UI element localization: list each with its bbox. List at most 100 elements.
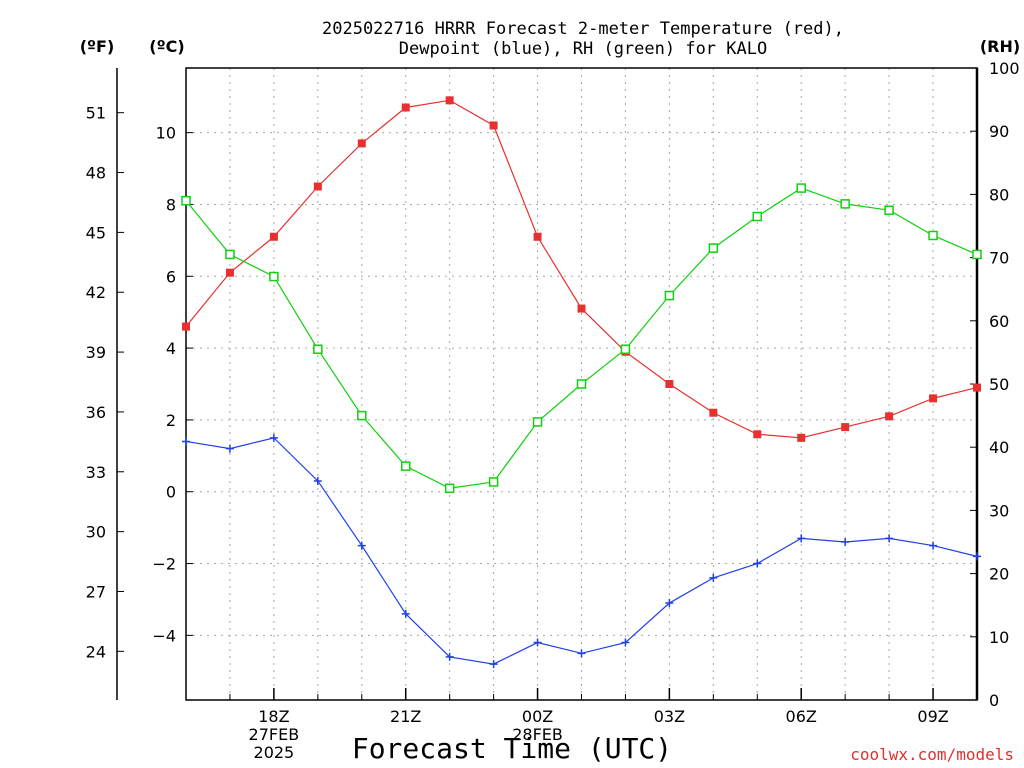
rh-tick-label: 0 bbox=[989, 691, 999, 710]
series-line bbox=[185, 437, 978, 665]
x-tick-label: 2025 bbox=[254, 743, 295, 762]
data-point bbox=[928, 230, 938, 241]
data-point bbox=[797, 433, 806, 442]
data-point bbox=[225, 249, 235, 260]
data-point bbox=[621, 638, 630, 647]
data-point bbox=[797, 534, 806, 543]
data-point bbox=[885, 412, 894, 421]
rh-tick-label: 40 bbox=[989, 438, 1009, 457]
celsius-tick-label: 8 bbox=[166, 195, 176, 214]
x-tick-label: 09Z bbox=[917, 707, 948, 726]
x-tick-label: 27FEB bbox=[249, 725, 300, 744]
x-tick-label: 18Z bbox=[258, 707, 289, 726]
data-point bbox=[313, 182, 322, 191]
celsius-tick-label: −4 bbox=[152, 626, 176, 645]
data-point bbox=[577, 649, 586, 658]
data-point bbox=[182, 322, 190, 331]
fahrenheit-tick-label: 42 bbox=[86, 283, 106, 302]
rh-tick-label: 50 bbox=[989, 375, 1009, 394]
fahrenheit-tick-label: 33 bbox=[86, 463, 106, 482]
rh-tick-label: 20 bbox=[989, 565, 1009, 584]
x-tick-label: 28FEB bbox=[512, 725, 563, 744]
data-point bbox=[709, 573, 718, 582]
data-point bbox=[532, 417, 543, 427]
data-point bbox=[576, 379, 587, 389]
data-point bbox=[357, 541, 366, 550]
data-point bbox=[929, 394, 938, 403]
data-point bbox=[400, 461, 411, 471]
data-point bbox=[796, 183, 806, 193]
data-point bbox=[708, 243, 719, 253]
fahrenheit-tick-label: 45 bbox=[86, 223, 106, 242]
fahrenheit-tick-label: 30 bbox=[86, 523, 106, 542]
x-tick-label: 06Z bbox=[786, 707, 817, 726]
rh-tick-label: 80 bbox=[989, 185, 1009, 204]
rh-tick-label: 70 bbox=[989, 249, 1009, 268]
data-point bbox=[753, 430, 762, 439]
data-point bbox=[533, 638, 542, 647]
data-point bbox=[841, 538, 850, 546]
celsius-tick-label: 2 bbox=[166, 411, 176, 430]
data-point bbox=[269, 271, 279, 282]
fahrenheit-tick-label: 27 bbox=[86, 582, 106, 601]
data-point bbox=[577, 304, 586, 313]
data-point bbox=[489, 121, 498, 130]
chart-axes: −4−2024681024273033363942454851010203040… bbox=[86, 59, 1020, 762]
data-point bbox=[973, 383, 981, 392]
celsius-unit-label: (ºC) bbox=[149, 37, 184, 56]
celsius-tick-label: 6 bbox=[166, 267, 176, 286]
data-point bbox=[929, 541, 938, 550]
chart-title-line1: 2025022716 HRRR Forecast 2-meter Tempera… bbox=[322, 19, 844, 39]
data-point bbox=[973, 552, 981, 561]
data-point bbox=[533, 232, 542, 241]
data-point bbox=[840, 199, 850, 209]
rh-tick-label: 60 bbox=[989, 312, 1009, 331]
rh-tick-label: 10 bbox=[989, 628, 1009, 647]
data-point bbox=[664, 290, 675, 301]
rh-tick-label: 30 bbox=[989, 501, 1009, 520]
credit-link[interactable]: coolwx.com/models bbox=[850, 745, 1014, 764]
data-point bbox=[752, 211, 763, 222]
x-axis-title: Forecast Time (UTC) bbox=[352, 732, 672, 765]
data-point bbox=[444, 483, 455, 494]
rh-unit-label: (RH) bbox=[980, 37, 1020, 56]
fahrenheit-tick-label: 39 bbox=[86, 343, 106, 362]
chart-title-line2: Dewpoint (blue), RH (green) for KALO bbox=[399, 39, 767, 59]
data-point bbox=[401, 609, 410, 618]
fahrenheit-tick-label: 48 bbox=[86, 164, 106, 183]
data-point bbox=[357, 139, 366, 148]
data-point bbox=[313, 476, 322, 485]
celsius-tick-label: 0 bbox=[166, 483, 176, 502]
rh-tick-label: 100 bbox=[989, 59, 1020, 78]
data-point bbox=[709, 408, 718, 417]
fahrenheit-tick-label: 36 bbox=[86, 403, 106, 422]
data-point bbox=[225, 444, 234, 453]
data-point bbox=[269, 232, 278, 241]
celsius-tick-label: 10 bbox=[156, 124, 176, 143]
data-point bbox=[445, 652, 454, 661]
fahrenheit-tick-label: 51 bbox=[86, 104, 106, 123]
data-point bbox=[665, 380, 674, 388]
data-point bbox=[182, 437, 190, 446]
series-line bbox=[185, 187, 978, 489]
data-point bbox=[972, 249, 982, 260]
data-series bbox=[181, 96, 982, 669]
data-point bbox=[357, 410, 367, 421]
data-point bbox=[489, 660, 498, 669]
data-point bbox=[488, 477, 499, 487]
data-point bbox=[665, 599, 674, 608]
series-rh-open-square bbox=[181, 183, 982, 494]
data-point bbox=[445, 96, 454, 105]
data-point bbox=[313, 344, 323, 354]
data-point bbox=[884, 205, 894, 215]
data-point bbox=[181, 195, 191, 206]
x-tick-label: 21Z bbox=[390, 707, 421, 726]
data-point bbox=[225, 268, 234, 277]
data-point bbox=[885, 534, 894, 543]
fahrenheit-tick-label: 24 bbox=[86, 642, 106, 661]
celsius-tick-label: −2 bbox=[152, 555, 176, 574]
data-point bbox=[269, 433, 278, 442]
series-celsius-plus bbox=[182, 433, 981, 669]
data-point bbox=[841, 423, 850, 432]
